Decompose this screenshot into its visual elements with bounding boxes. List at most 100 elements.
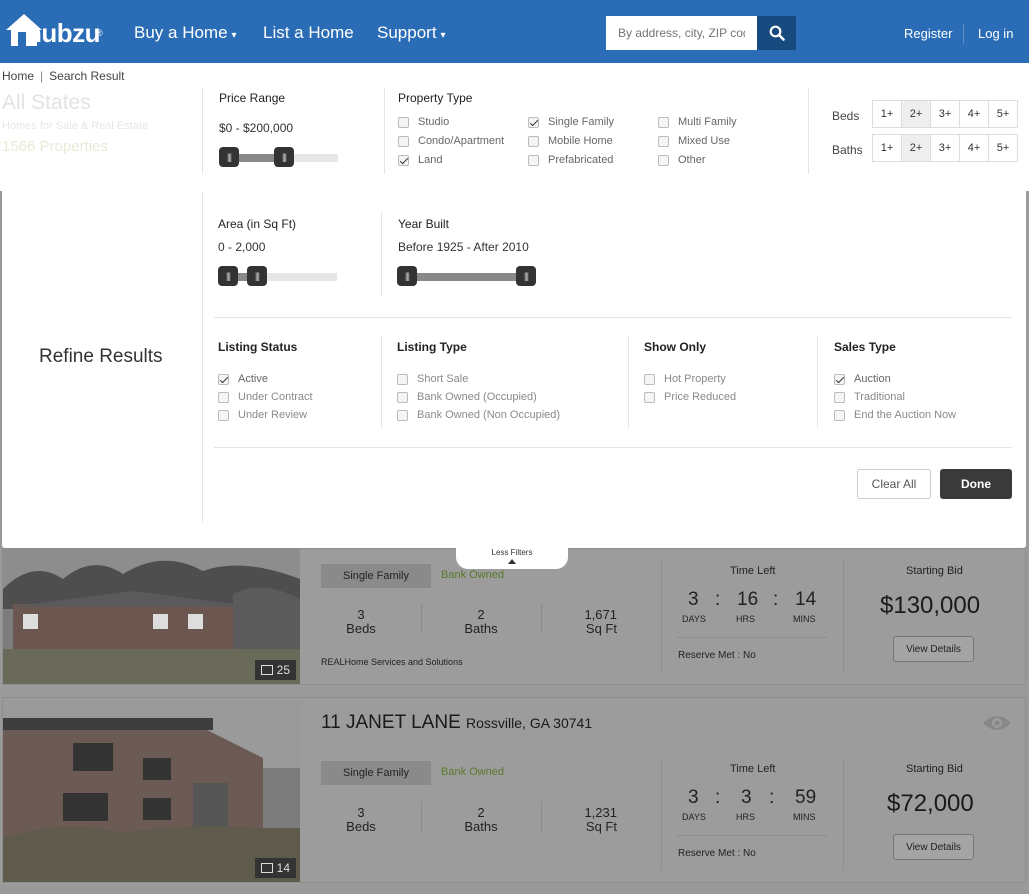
checkbox-short-sale[interactable]: Short Sale: [397, 373, 468, 385]
checkbox-label: Single Family: [548, 116, 615, 128]
beds-option[interactable]: 4+: [959, 100, 989, 128]
slider-handle-max[interactable]: |||: [274, 147, 294, 167]
beds-option[interactable]: 5+: [988, 100, 1018, 128]
chevron-up-icon: [508, 559, 516, 564]
starting-bid-price: $72,000: [887, 790, 974, 817]
year-built-value: Before 1925 - After 2010: [398, 240, 529, 254]
checkbox-studio[interactable]: Studio: [398, 116, 449, 128]
eye-icon[interactable]: [982, 713, 1012, 733]
nav-support[interactable]: Support ▾: [377, 23, 446, 43]
baths-option[interactable]: 3+: [930, 134, 960, 162]
address-city: Rossville, GA 30741: [466, 715, 593, 731]
days-label: DAYS: [682, 812, 706, 822]
checkbox-label: Studio: [418, 116, 450, 128]
hubzu-logo[interactable]: hubzu ®: [4, 12, 104, 50]
checkbox-box: [397, 373, 408, 385]
nav-buy-a-home[interactable]: Buy a Home ▾: [134, 23, 237, 43]
baths-option[interactable]: 5+: [988, 134, 1018, 162]
checkbox-multi-family[interactable]: Multi Family: [658, 116, 737, 128]
search-input[interactable]: [606, 16, 757, 50]
slider-handle-max[interactable]: |||: [516, 266, 536, 286]
checkbox-condo[interactable]: Condo/Apartment: [398, 135, 504, 147]
view-details-button[interactable]: View Details: [893, 636, 974, 662]
checkbox-bank-owned-occupied[interactable]: Bank Owned (Occupied): [397, 391, 537, 403]
checkbox-under-review[interactable]: Under Review: [218, 409, 307, 421]
listing-photo[interactable]: 25: [3, 549, 300, 684]
beds-option[interactable]: 3+: [930, 100, 960, 128]
checkbox-auction[interactable]: Auction: [834, 373, 891, 385]
slider-handle-max[interactable]: |||: [247, 266, 267, 286]
slider-handle-min[interactable]: |||: [219, 147, 239, 167]
listing-photo[interactable]: 14: [3, 698, 300, 882]
listing-card[interactable]: 14 11 JANET LANE Rossville, GA 30741 Sin…: [2, 697, 1026, 883]
register-link[interactable]: Register: [904, 26, 953, 41]
slider-fill: [407, 273, 526, 281]
view-details-button[interactable]: View Details: [893, 834, 974, 860]
checkbox-bank-owned-non-occupied[interactable]: Bank Owned (Non Occupied): [397, 409, 560, 421]
listing-address[interactable]: 11 JANET LANE Rossville, GA 30741: [321, 712, 592, 734]
checkbox-other[interactable]: Other: [658, 154, 706, 166]
chevron-down-icon: ▾: [440, 30, 446, 41]
done-button[interactable]: Done: [940, 469, 1012, 499]
checkbox-land[interactable]: Land: [398, 154, 442, 166]
chevron-down-icon: ▾: [231, 30, 237, 41]
area-value: 0 - 2,000: [218, 240, 266, 254]
less-filters-toggle[interactable]: Less Filters: [456, 547, 568, 569]
login-link[interactable]: Log in: [978, 26, 1014, 41]
price-range-slider[interactable]: ||| |||: [219, 147, 338, 167]
baths-value: 2: [477, 805, 485, 820]
slider-handle-min[interactable]: |||: [218, 266, 238, 286]
divider: [661, 561, 662, 673]
checkbox-end-auction-now[interactable]: End the Auction Now: [834, 409, 956, 421]
divider: [202, 88, 203, 174]
breadcrumb-current: Search Result: [49, 69, 125, 83]
beds-option[interactable]: 1+: [872, 100, 902, 128]
less-filters-label: Less Filters: [491, 548, 533, 557]
checkbox-traditional[interactable]: Traditional: [834, 391, 905, 403]
checkbox-box: [644, 391, 655, 403]
beds-label: Beds: [346, 621, 376, 636]
photo-count-badge: 14: [254, 858, 296, 878]
checkbox-price-reduced[interactable]: Price Reduced: [644, 391, 736, 403]
checkbox-mobile-home[interactable]: Mobile Home: [528, 135, 613, 147]
year-built-slider[interactable]: ||| |||: [397, 266, 536, 286]
listing-type-label: Listing Type: [397, 340, 467, 354]
baths-option[interactable]: 1+: [872, 134, 902, 162]
listing-card[interactable]: 25 Single Family Bank Owned 3 Beds 2 Baths…: [2, 548, 1026, 685]
checkbox-label: Mobile Home: [548, 135, 613, 147]
nav-list-a-home[interactable]: List a Home: [263, 23, 354, 43]
checkbox-label: Short Sale: [417, 373, 469, 385]
checkbox-mixed-use[interactable]: Mixed Use: [658, 135, 730, 147]
checkbox-box: [644, 373, 655, 385]
area-slider[interactable]: ||| |||: [218, 266, 337, 286]
checkbox-under-contract[interactable]: Under Contract: [218, 391, 313, 403]
checkbox-single-family[interactable]: Single Family: [528, 116, 614, 128]
checkbox-active[interactable]: Active: [218, 373, 268, 385]
page-subtitle: Homes for Sale & Real Estate: [2, 120, 149, 132]
time-separator: :: [715, 787, 721, 808]
divider: [381, 212, 382, 296]
property-type-tag: Single Family: [321, 564, 431, 588]
divider: [677, 835, 827, 836]
logo-text: hubzu: [26, 18, 101, 48]
checkbox-label: Mixed Use: [678, 135, 730, 147]
checkbox-box: [658, 154, 669, 166]
baths-option[interactable]: 4+: [959, 134, 989, 162]
baths-stat: 2 Baths: [461, 806, 501, 834]
checkbox-prefabricated[interactable]: Prefabricated: [528, 154, 613, 166]
baths-value: 2: [477, 607, 485, 622]
checkbox-label: Condo/Apartment: [418, 135, 505, 147]
clear-all-button[interactable]: Clear All: [857, 469, 931, 499]
hrs-label: HRS: [736, 614, 756, 624]
page-title: All States: [2, 91, 91, 114]
checkbox-box: [397, 409, 408, 421]
checkbox-hot-property[interactable]: Hot Property: [644, 373, 726, 385]
hrs-label: HRS: [736, 812, 756, 822]
search-button[interactable]: [757, 16, 796, 50]
baths-option[interactable]: 2+: [901, 134, 931, 162]
sqft-label: Sq Ft: [585, 819, 617, 834]
beds-option[interactable]: 2+: [901, 100, 931, 128]
breadcrumb-home[interactable]: Home: [2, 69, 35, 83]
slider-handle-min[interactable]: |||: [397, 266, 417, 286]
time-separator: :: [773, 589, 779, 610]
